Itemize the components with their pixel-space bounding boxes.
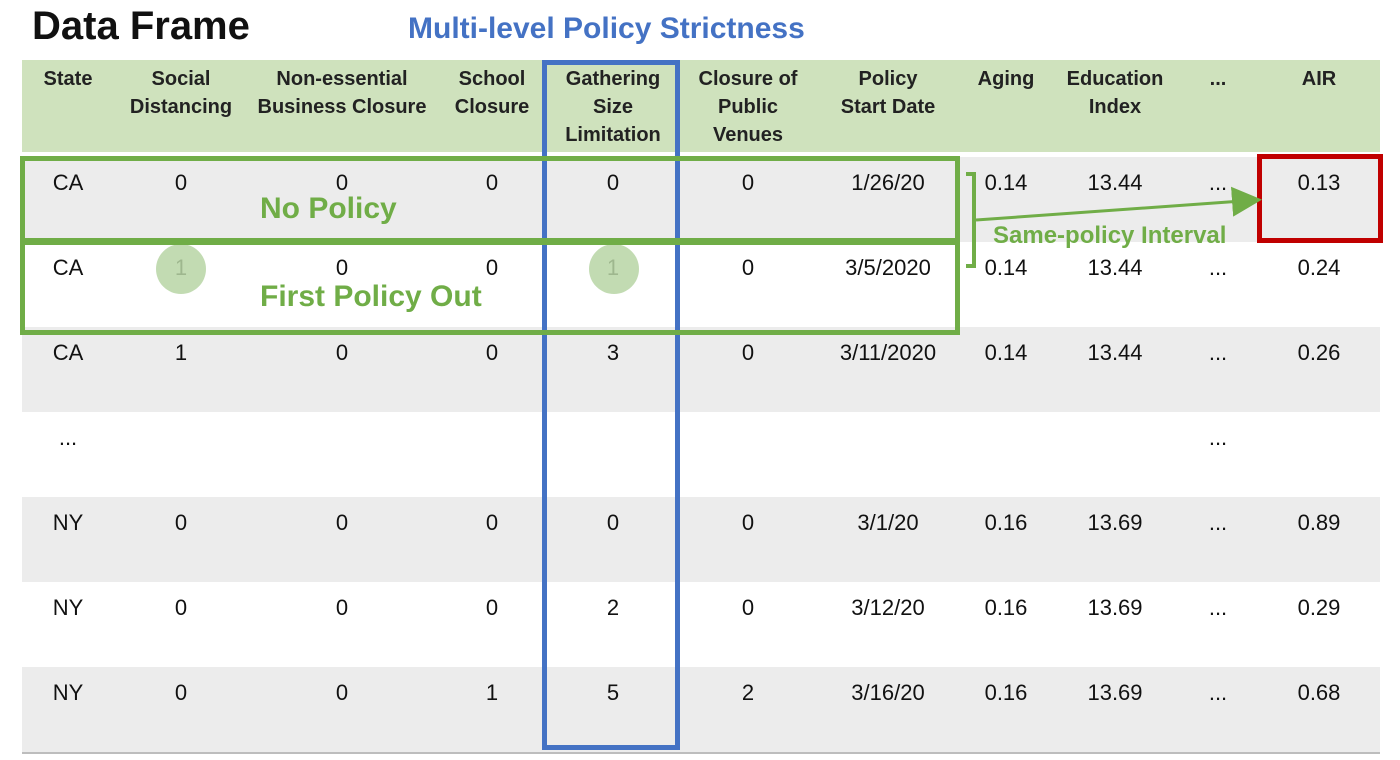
table-cell-education-index: 13.44 [1087,255,1143,280]
table-cell-air: 0.13 [1297,170,1341,195]
table-cell-social-distancing: 0 [174,680,188,705]
table-cell-policy-start-date: 3/12/20 [851,595,925,620]
table-cell-business-closure: 0 [335,595,349,620]
column-header-social-distancing: Social Distancing [129,68,233,118]
table-bottom-rule [22,752,1380,754]
table-cell-air: 0.24 [1297,255,1341,280]
table-cell-gathering-size: 3 [606,340,620,365]
table-cell-public-venues: 2 [741,680,755,705]
table-cell-business-closure: 0 [335,170,349,195]
table-cell-ellipsis: ... [1208,340,1228,365]
page-title: Data Frame [32,4,250,48]
table-cell-aging: 0.14 [984,340,1028,365]
table-cell-ellipsis: ... [1208,170,1228,195]
table-cell-education-index: 13.44 [1087,340,1143,365]
table-cell-public-venues: 0 [741,340,755,365]
table-cell-social-distancing: 0 [174,510,188,535]
interval-bracket [966,172,976,268]
table-cell-aging: 0.14 [984,255,1028,280]
table-cell-social-distancing: 1 [174,340,188,365]
table-cell-state: ... [58,425,78,450]
highlight-circle-gathering-size [589,244,639,294]
table-cell-school-closure: 0 [485,255,499,280]
table-cell-state: NY [52,595,84,620]
table-cell-ellipsis: ... [1208,510,1228,535]
table-cell-policy-start-date: 3/16/20 [851,680,925,705]
table-cell-school-closure: 0 [485,510,499,535]
table-cell-gathering-size: 0 [606,170,620,195]
table-cell-ellipsis: ... [1208,595,1228,620]
column-header-state: State [43,68,93,90]
table-row [22,667,1380,752]
column-header-aging: Aging [977,68,1035,90]
table-cell-public-venues: 0 [741,170,755,195]
column-header-policy-start-date: Policy Start Date [840,68,936,118]
table-cell-ellipsis: ... [1208,425,1228,450]
table-cell-air: 0.68 [1297,680,1341,705]
table-cell-policy-start-date: 3/11/2020 [839,340,937,365]
table-cell-aging: 0.16 [984,510,1028,535]
table-cell-public-venues: 0 [741,510,755,535]
interval-arrow-line [975,186,1262,222]
column-header-air: AIR [1301,68,1337,90]
column-header-public-venues: Closure of Public Venues [698,68,798,146]
column-header-school-closure: School Closure [454,68,530,118]
highlight-circle-social-distancing [156,244,206,294]
first-policy-out-label: First Policy Out [260,280,482,313]
table-cell-school-closure: 1 [485,680,499,705]
table-cell-gathering-size: 0 [606,510,620,535]
table-cell-aging: 0.16 [984,680,1028,705]
table-cell-state: NY [52,510,84,535]
table-cell-public-venues: 0 [741,255,755,280]
table-cell-state: CA [52,170,84,195]
column-header-business-closure: Non-essential Business Closure [257,68,427,118]
table-cell-social-distancing: 0 [174,170,188,195]
table-cell-social-distancing: 0 [174,595,188,620]
table-cell-air: 0.89 [1297,510,1341,535]
table-cell-state: CA [52,340,84,365]
table-cell-gathering-size: 5 [606,680,620,705]
column-header-education-index: Education Index [1066,68,1164,118]
table-cell-education-index: 13.44 [1087,170,1143,195]
table-header-band [22,60,1380,152]
table-cell-business-closure: 0 [335,255,349,280]
table-cell-education-index: 13.69 [1087,680,1143,705]
table-cell-aging: 0.14 [984,170,1028,195]
column-header-ellipsis: ... [1209,68,1227,90]
table-cell-aging: 0.16 [984,595,1028,620]
table-cell-business-closure: 0 [335,510,349,535]
table-cell-public-venues: 0 [741,595,755,620]
same-policy-interval-label: Same-policy Interval [993,222,1227,249]
table-cell-school-closure: 0 [485,340,499,365]
table-cell-business-closure: 0 [335,680,349,705]
table-cell-gathering-size: 2 [606,595,620,620]
no-policy-label: No Policy [260,192,397,225]
column-header-gathering-size: Gathering Size Limitation [565,68,661,146]
table-cell-ellipsis: ... [1208,680,1228,705]
table-row [22,327,1380,412]
table-cell-state: CA [52,255,84,280]
table-cell-education-index: 13.69 [1087,510,1143,535]
table-cell-education-index: 13.69 [1087,595,1143,620]
table-cell-school-closure: 0 [485,595,499,620]
table-row [22,157,1380,242]
table-row [22,497,1380,582]
table-cell-air: 0.26 [1297,340,1341,365]
table-cell-air: 0.29 [1297,595,1341,620]
table-cell-ellipsis: ... [1208,255,1228,280]
page-subtitle: Multi-level Policy Strictness [408,12,805,45]
table-cell-policy-start-date: 3/5/2020 [845,255,931,280]
table-cell-policy-start-date: 3/1/20 [857,510,919,535]
table-cell-business-closure: 0 [335,340,349,365]
table-cell-state: NY [52,680,84,705]
table-cell-policy-start-date: 1/26/20 [851,170,925,195]
table-cell-school-closure: 0 [485,170,499,195]
